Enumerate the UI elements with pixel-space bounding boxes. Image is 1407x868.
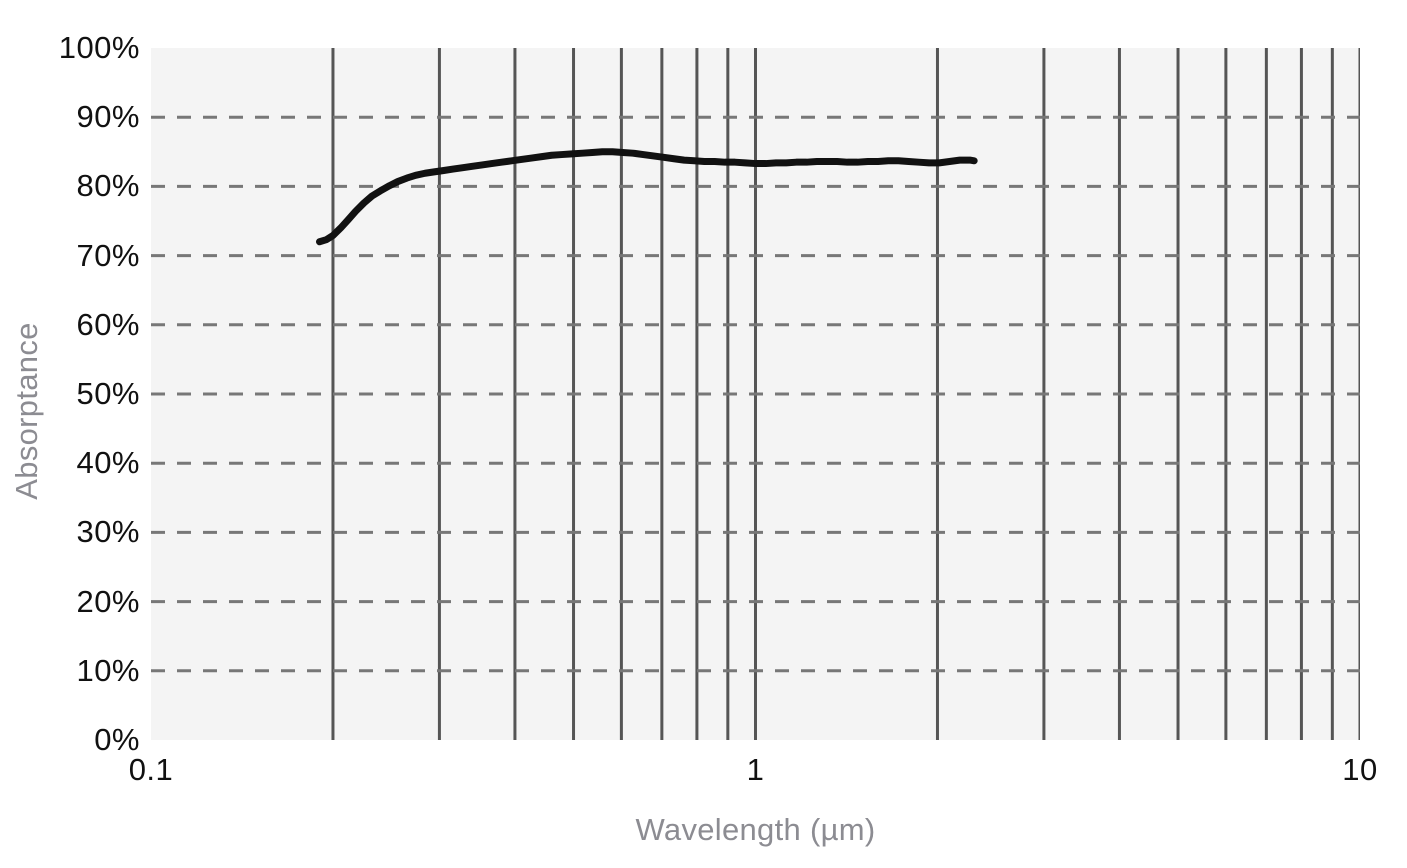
y-tick-label: 0% [94,722,140,757]
y-tick-label: 30% [76,514,140,550]
y-tick-label: 60% [76,306,140,342]
data-series-group [316,148,978,246]
vertical-gridlines [331,48,1360,740]
y-tick-label: 80% [76,168,140,204]
y-tick-label: 10% [76,652,140,688]
y-tick-label: 100% [58,30,140,65]
plot-area [151,48,1360,740]
x-tick-label: 1 [746,752,765,787]
x-axis-title: Wavelength (µm) [635,812,876,847]
y-tick-label: 50% [76,376,140,411]
x-tick-label: 0.1 [128,752,174,787]
y-tick-label: 20% [76,583,140,619]
y-axis-tick-labels: 0% 10% 20% 30% 40% 50% 60% 70% 80% 90% 100% [0,30,140,757]
y-tick-label: 70% [76,237,140,273]
x-axis-tick-labels: 0.1 1 10 [129,752,1378,798]
plot-svg [151,48,1360,740]
y-tick-label: 90% [76,99,140,135]
x-tick-label: 10 [1342,752,1378,787]
y-tick-label: 40% [76,445,140,481]
data-line-absorptance [316,148,978,246]
horizontal-gridlines [151,115,1360,673]
